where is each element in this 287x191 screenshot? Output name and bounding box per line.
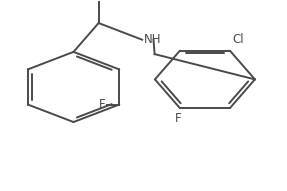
Text: F: F <box>99 98 106 111</box>
Text: F: F <box>175 112 182 125</box>
Text: NH: NH <box>144 33 161 46</box>
Text: Cl: Cl <box>233 33 244 46</box>
